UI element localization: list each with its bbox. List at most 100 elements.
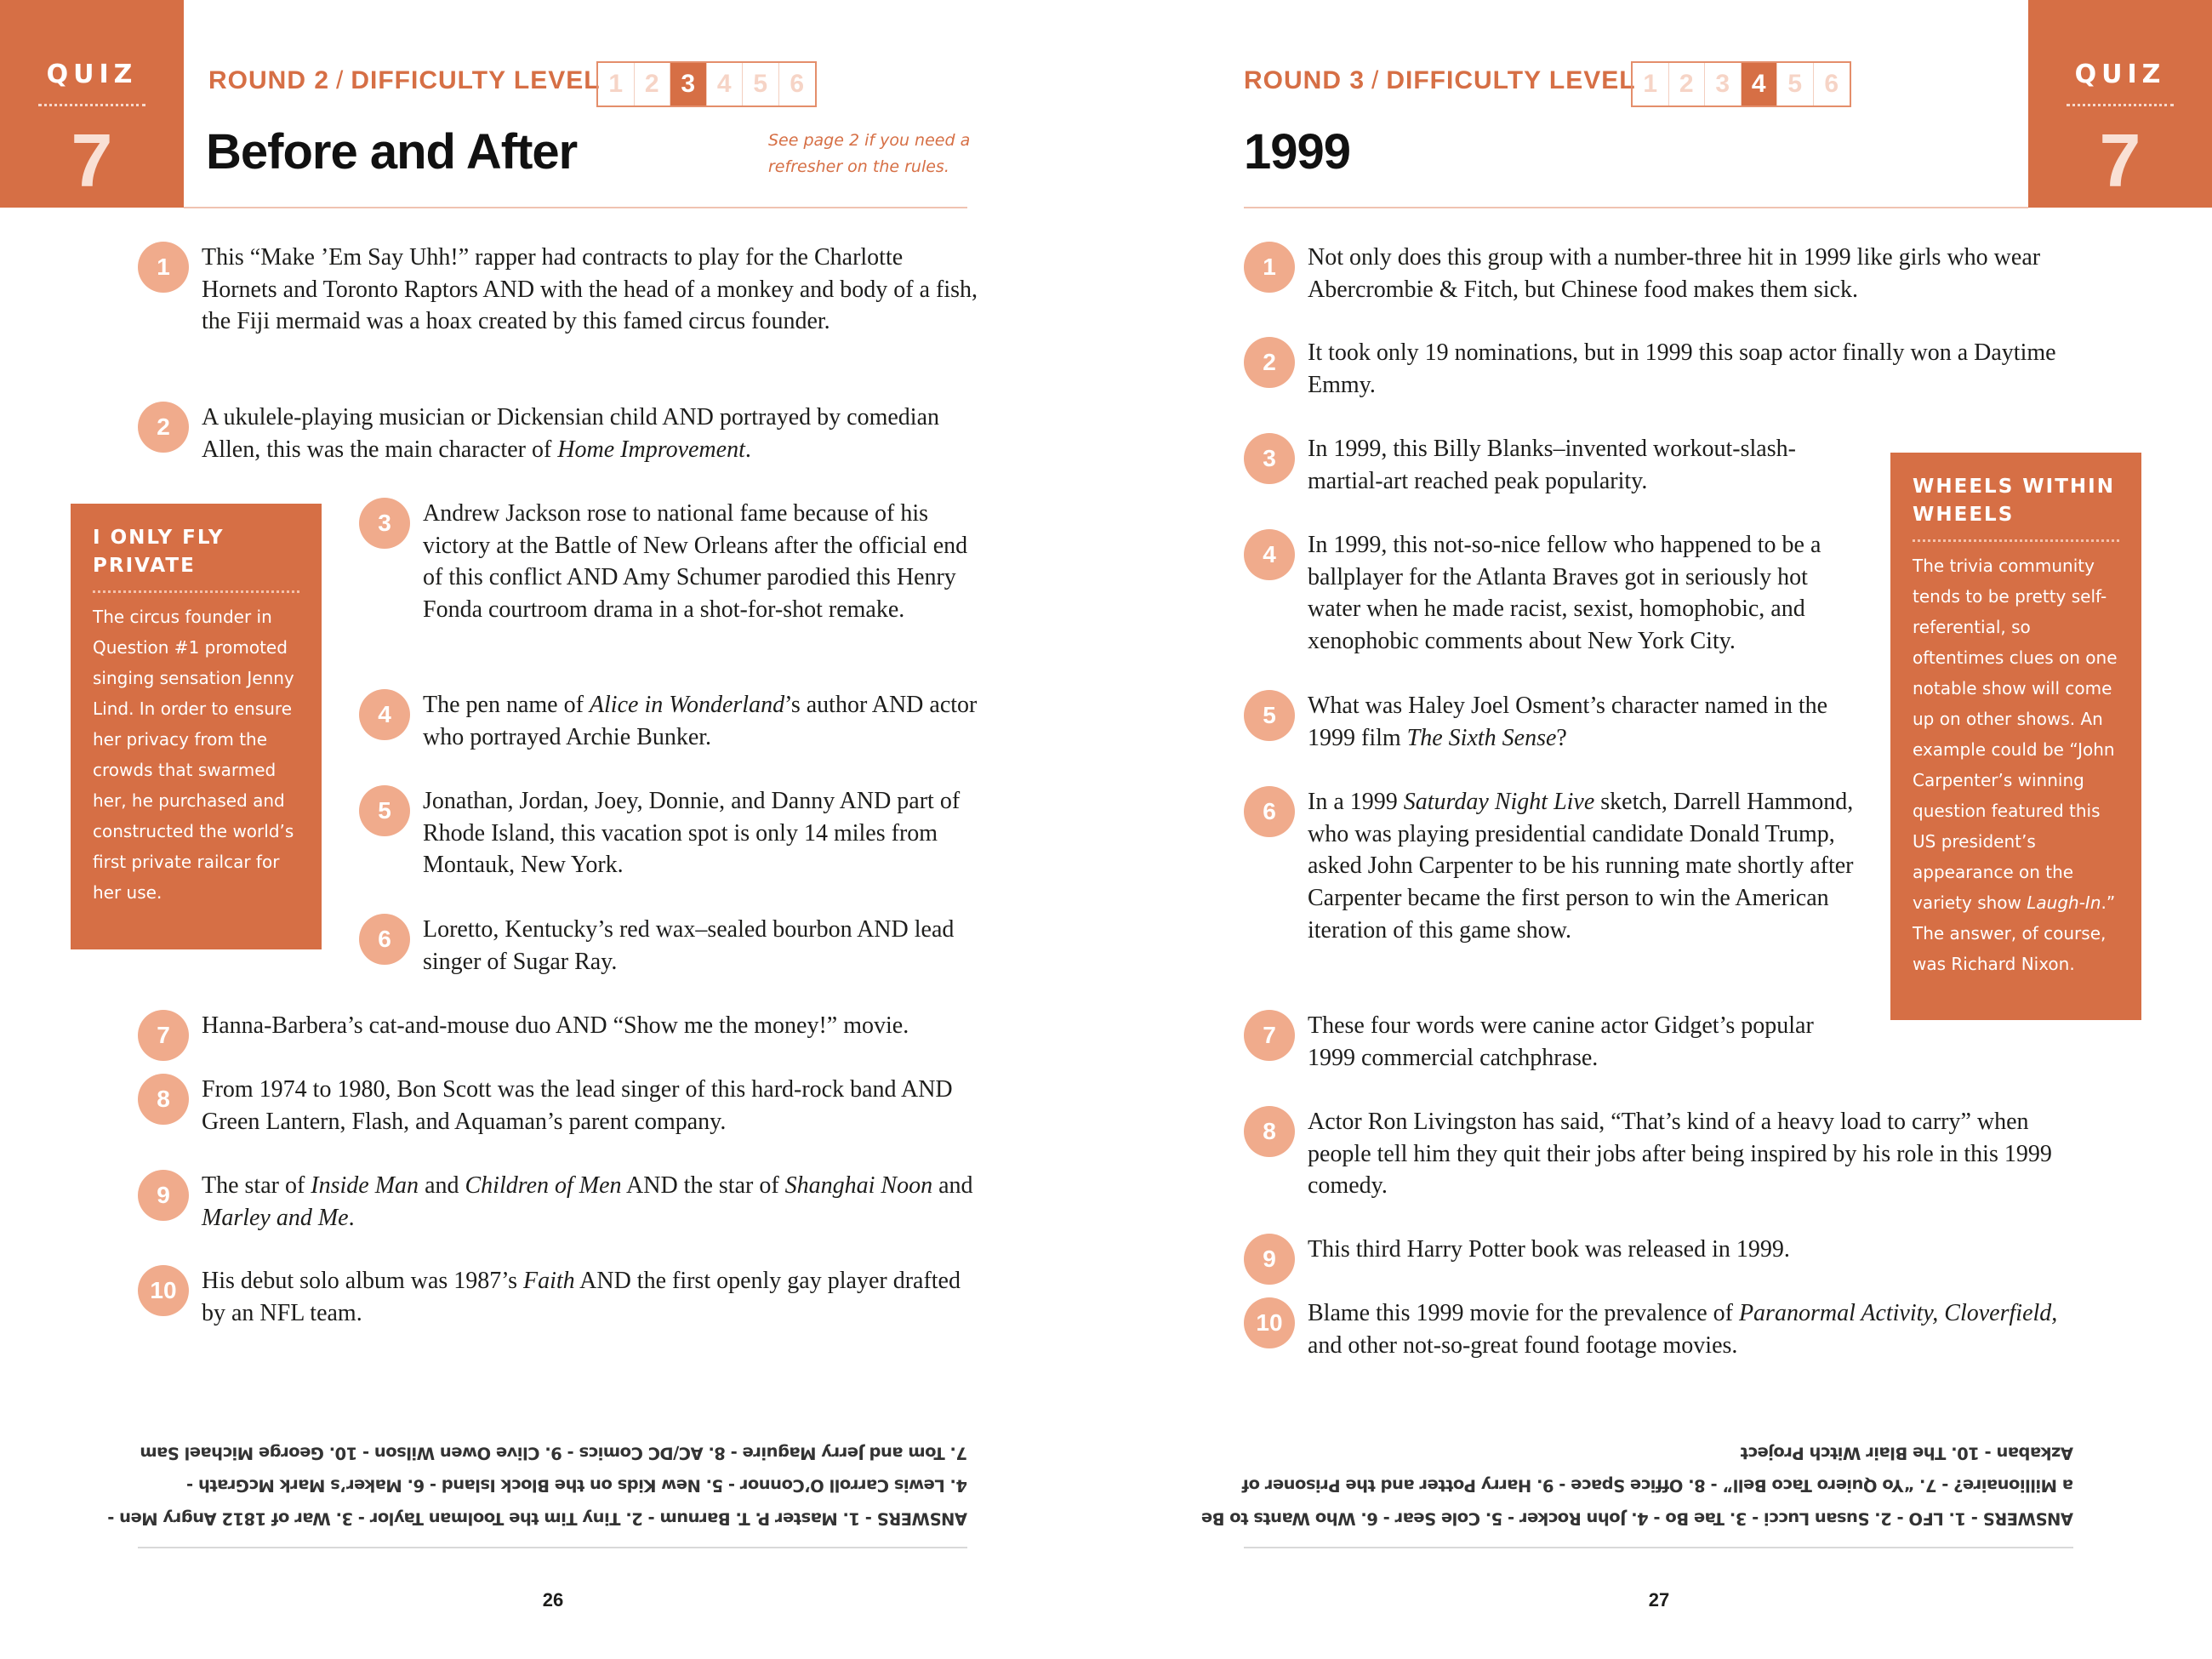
level-3: 3: [1705, 63, 1742, 105]
text-segment: The pen name of: [423, 692, 590, 718]
question-text: From 1974 to 1980, Bon Scott was the lea…: [202, 1074, 980, 1137]
sidebar-title: WHEELS WITHIN WHEELS: [1913, 476, 2115, 526]
question-number-badge: 3: [359, 498, 410, 549]
text-segment: Andrew Jackson rose to national fame bec…: [423, 500, 968, 624]
text-segment: Jonathan, Jordan, Joey, Donnie, and Dann…: [423, 788, 961, 879]
italic-title: Shanghai Noon: [784, 1172, 933, 1199]
text-segment: The star of: [202, 1172, 311, 1199]
text-segment: It took only 19 nominations, but in 1999…: [1308, 339, 2056, 398]
question-8: 8 Actor Ron Livingston has said, “That’s …: [1244, 1106, 2086, 1202]
dotted-divider: [2067, 104, 2174, 106]
rules-note: See page 2 if you need a refresher on the…: [768, 128, 970, 180]
level-1: 1: [1633, 63, 1669, 105]
text-segment: These four words were canine actor Gidge…: [1308, 1012, 1814, 1071]
question-text: In a 1999 Saturday Night Live sketch, Da…: [1308, 786, 1856, 947]
question-number-badge: 8: [138, 1074, 189, 1125]
italic-title: Marley and Me: [202, 1204, 349, 1231]
question-text: In 1999, this Billy Blanks–invented work…: [1308, 433, 1856, 497]
question-4: 4 In 1999, this not-so-nice fellow who ha…: [1244, 529, 1856, 658]
round-label: ROUND 3: [1244, 66, 1365, 94]
dotted-divider: [38, 104, 145, 106]
text-segment: Blame this 1999 movie for the prevalence…: [1308, 1300, 1739, 1326]
question-2: 2 It took only 19 nominations, but in 199…: [1244, 337, 2086, 401]
answers-line: ANSWERS - 1. LFO - 2. Susan Lucci - 3. T…: [1201, 1508, 2073, 1529]
separator: /: [336, 66, 345, 94]
level-6: 6: [790, 70, 805, 98]
text-segment: In a 1999: [1308, 789, 1404, 815]
question-number-badge: 5: [359, 785, 410, 836]
question-4: 4 The pen name of Alice in Wonderland’s a…: [359, 689, 980, 753]
question-number-badge: 1: [1244, 242, 1295, 293]
difficulty-label: DIFFICULTY LEVEL: [1386, 66, 1636, 94]
italic-title: Inside Man: [311, 1172, 419, 1199]
italic-title: Home Improvement: [557, 436, 745, 463]
italic-title: Alice in Wonderland: [589, 692, 785, 718]
level-4: 4: [707, 63, 743, 105]
text-segment: and: [419, 1172, 465, 1199]
question-text: The star of Inside Man and Children of M…: [202, 1170, 980, 1234]
question-9: 9 The star of Inside Man and Children of …: [138, 1170, 980, 1234]
italic-title: Children of Men: [465, 1172, 622, 1199]
question-number-badge: 4: [1244, 529, 1295, 580]
round-label: ROUND 2: [208, 66, 330, 94]
quiz-badge-right: QUIZ 7: [2028, 0, 2212, 208]
text-segment: AND the first openly gay player drafted …: [202, 1268, 961, 1326]
round-heading: ROUND 2/DIFFICULTY LEVEL: [208, 66, 601, 95]
italic-title: Saturday Night Live: [1403, 789, 1595, 815]
question-5: 5 Jonathan, Jordan, Joey, Donnie, and Dan…: [359, 785, 980, 881]
page-number: 27: [1648, 1589, 1670, 1611]
question-number-badge: 7: [1244, 1010, 1295, 1061]
text-segment: ?: [1556, 724, 1567, 751]
text-segment: .: [348, 1204, 355, 1231]
question-text: Not only does this group with a number-t…: [1308, 242, 2086, 305]
answers-line: a Millionaire? - 7. “Yo Quiero Taco Bell…: [1242, 1476, 2073, 1496]
text-segment: A ukulele-playing musician or Dickensian…: [202, 404, 940, 463]
answers-upside-down: ANSWERS - 1. LFO - 2. Susan Lucci - 3. T…: [1201, 1436, 2073, 1535]
question-number-badge: 5: [1244, 690, 1295, 741]
question-number-badge: 10: [1244, 1297, 1295, 1348]
level-4-active: 4: [1741, 63, 1777, 105]
answers-upside-down: ANSWERS - 1. Master P. T. Barnum - 2. Ti…: [108, 1436, 967, 1535]
question-number-badge: 1: [138, 242, 189, 293]
question-10: 10 His debut solo album was 1987’s Faith …: [138, 1265, 980, 1329]
question-text: These four words were canine actor Gidge…: [1308, 1010, 1856, 1074]
question-7: 7 Hanna-Barbera’s cat-and-mouse duo AND “…: [138, 1010, 989, 1061]
text-segment: and other not-so-great found footage mov…: [1308, 1331, 1738, 1359]
level-6: 6: [1824, 70, 1839, 98]
header-rule: [184, 207, 967, 208]
question-6: 6 Loretto, Kentucky’s red wax–sealed bour…: [359, 914, 980, 978]
note-line: See page 2 if you need a: [768, 131, 971, 150]
quiz-label: QUIZ: [2074, 60, 2166, 89]
text-segment: In 1999, this not-so-nice fellow who hap…: [1308, 532, 1821, 655]
text-segment: Hanna-Barbera’s cat-and-mouse duo AND “S…: [202, 1012, 909, 1039]
question-2: 2 A ukulele-playing musician or Dickensia…: [138, 402, 980, 465]
text-segment: Loretto, Kentucky’s red wax–sealed bourb…: [423, 916, 955, 975]
quiz-number: 7: [71, 118, 113, 202]
sidebar-body: The circus founder in Question #1 promot…: [93, 607, 294, 903]
question-text: It took only 19 nominations, but in 1999…: [1308, 337, 2086, 401]
question-number-badge: 10: [138, 1265, 189, 1316]
text-segment: ’s author AND actor who portrayed Archie…: [423, 692, 978, 750]
question-text: Blame this 1999 movie for the prevalence…: [1308, 1297, 2086, 1361]
text-segment: Not only does this group with a number-t…: [1308, 244, 2041, 303]
footer-rule: [138, 1547, 967, 1548]
question-1: 1 This “Make ’Em Say Uhh!” rapper had con…: [138, 242, 980, 338]
question-3: 3 Andrew Jackson rose to national fame be…: [359, 498, 980, 626]
question-number-badge: 3: [1244, 433, 1295, 484]
sidebar-i-only-fly-private: I ONLY FLY PRIVATE The circus founder in…: [71, 504, 322, 949]
text-segment: .: [744, 436, 751, 463]
separator: /: [1371, 66, 1380, 94]
italic-title: Laugh-In: [2027, 892, 2101, 913]
text-segment: What was Haley Joel Osment’s character n…: [1308, 693, 1828, 751]
text-segment: In 1999, this Billy Blanks–invented work…: [1308, 436, 1796, 494]
level-5: 5: [743, 63, 779, 105]
question-number-badge: 9: [1244, 1234, 1295, 1285]
answers-line: Azkaban - 10. The Blair Witch Project: [1741, 1443, 2073, 1463]
text-segment: This “Make ’Em Say Uhh!” rapper had cont…: [202, 244, 978, 335]
question-number-badge: 6: [1244, 786, 1295, 837]
note-line: refresher on the rules.: [768, 157, 949, 176]
question-text: Jonathan, Jordan, Joey, Donnie, and Dann…: [423, 785, 980, 881]
question-number-badge: 9: [138, 1170, 189, 1221]
question-8: 8 From 1974 to 1980, Bon Scott was the le…: [138, 1074, 980, 1137]
text-segment: His debut solo album was 1987’s: [202, 1268, 523, 1294]
